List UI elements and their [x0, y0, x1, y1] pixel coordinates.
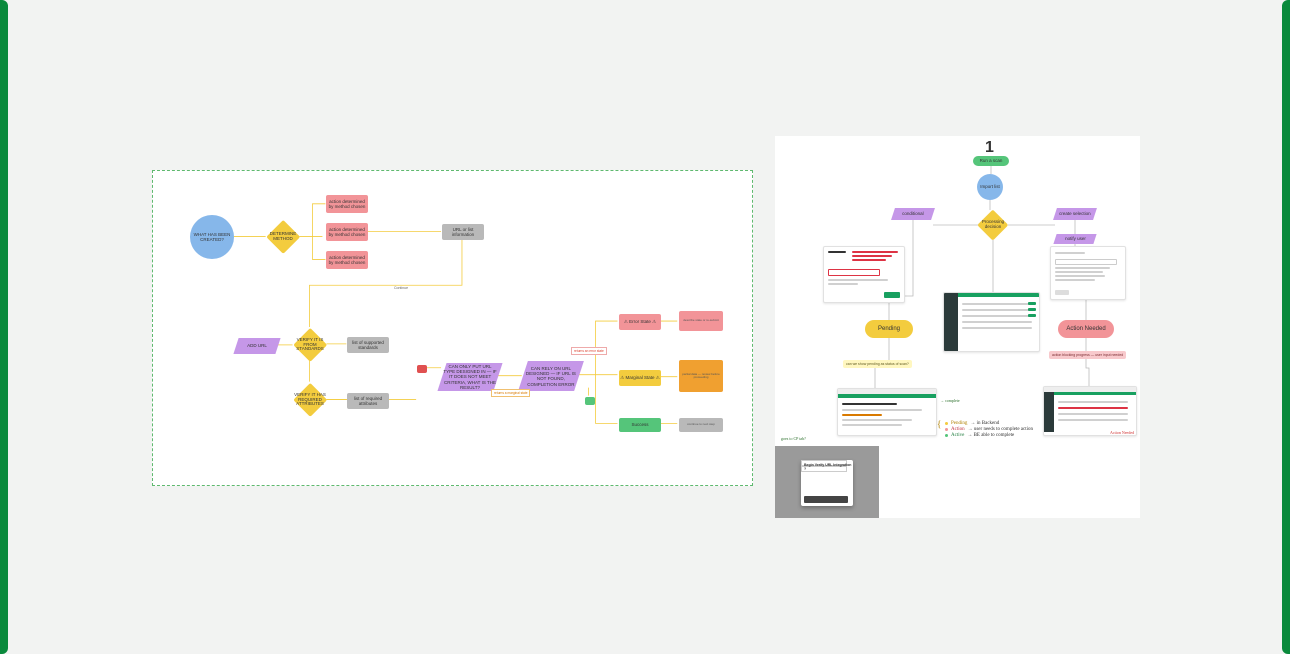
marginal-state-note: partial data — review before proceeding: [679, 360, 723, 392]
method-option-2: action determined by method chosen: [326, 223, 368, 241]
method-option-3: action determined by method chosen: [326, 251, 368, 269]
decision-standards-diamond: [293, 328, 328, 363]
process-note-2: CAN RELY ON URL DESIGNED — IF URL IS NOT…: [518, 361, 584, 391]
hand-annotation-action-needed: Action Needed: [1110, 430, 1134, 435]
processing-decision-diamond: [978, 210, 1009, 241]
action-needed-pill: Action Needed: [1058, 320, 1114, 338]
left-flowchart-canvas: WHAT HAS BEEN CREATED? DETERMINE METHOD …: [152, 170, 753, 486]
success-mini-chip: [585, 397, 595, 405]
error-state-node: ⚠ Error State ⚠: [619, 314, 661, 330]
conditional-input: conditional: [891, 208, 935, 220]
mock-form-plain: [1050, 246, 1126, 300]
hand-annotation-goes-to: goes to CP tab?: [781, 436, 806, 441]
mock-modal-title: Begin Verify URL Integration ?: [804, 463, 853, 471]
edge-label-continue: Continue: [393, 286, 409, 290]
hand-legend: {Pending→ in BackendAction→ user needs t…: [945, 420, 1033, 439]
mock-browser-table-right: [1043, 386, 1137, 436]
add-url-input: ADD URL: [233, 338, 280, 354]
left-connectors: [153, 171, 752, 485]
sticky-note-pending: can we show pending as status of scan?: [843, 360, 912, 368]
import-list-circle: Import list: [977, 174, 1003, 200]
notify-user-input: notify user: [1053, 234, 1096, 244]
viewport-right-accent: [1282, 0, 1290, 654]
start-node: WHAT HAS BEEN CREATED?: [190, 215, 234, 259]
sticky-note-action: action blocking progress — user input ne…: [1049, 351, 1126, 359]
info-box: URL or list information: [442, 224, 484, 240]
marginal-state-node: ⚠ Marginal State ⚠: [619, 370, 661, 386]
run-scan-pill: Run a scan: [973, 156, 1009, 166]
attributes-list-box: list of required attributes: [347, 393, 389, 409]
viewport-left-accent: [0, 0, 8, 654]
page-number: 1: [985, 139, 994, 157]
success-state-node: Success: [619, 418, 661, 432]
mock-modal-overlay: Begin Verify URL Integration ?: [775, 446, 879, 518]
hand-annotation-complete: → complete: [940, 398, 960, 403]
decision-attributes-diamond: [293, 383, 328, 418]
method-option-1: action determined by method chosen: [326, 195, 368, 213]
process-note-1: CAN ONLY PUT URL TYPE DESIGNED IN — IF I…: [437, 363, 502, 391]
edge-label-error: returns an error state: [571, 347, 607, 355]
mock-dark-table: [943, 292, 1040, 352]
mock-form-error: [823, 246, 905, 303]
decision-method-diamond: [266, 220, 301, 255]
success-state-note: continue to next step: [679, 418, 723, 432]
edge-label-marginal: returns a marginal state: [491, 389, 530, 397]
create-selection-input: create selection: [1053, 208, 1097, 220]
right-flowchart-canvas: 1 Run a scan Import list Processing deci…: [775, 136, 1140, 518]
error-state-note: describe state or re-submit: [679, 311, 723, 331]
standards-list-box: list of supported standards: [347, 337, 389, 353]
mock-browser-console-left: [837, 388, 937, 436]
error-barrier-chip: [417, 365, 427, 373]
pending-status-pill: Pending: [865, 320, 913, 338]
